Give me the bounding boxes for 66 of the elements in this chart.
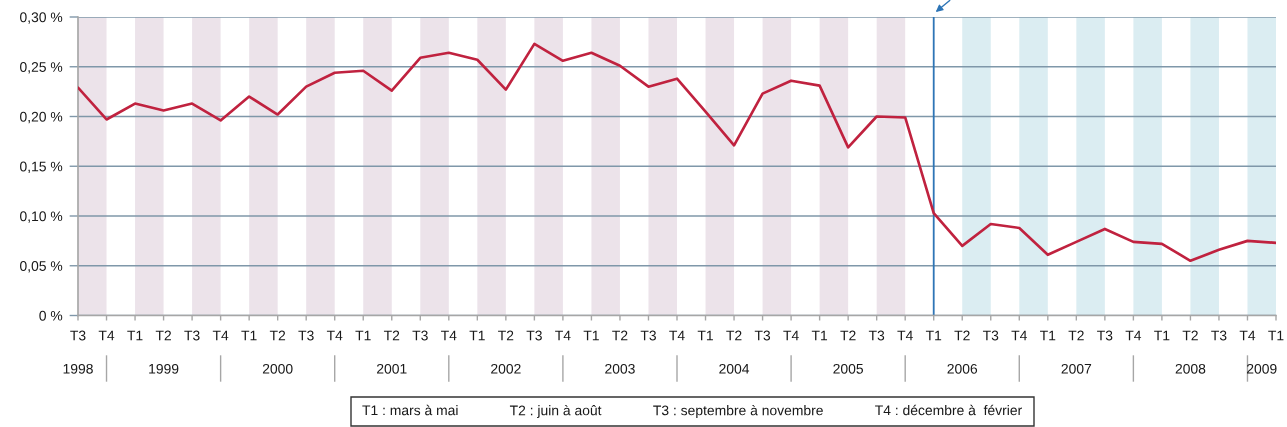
x-tick-label: T2 xyxy=(155,330,171,341)
x-tick-label: T4 xyxy=(783,330,799,341)
x-tick-label: T4 xyxy=(1239,330,1256,341)
x-tick-label: T3 xyxy=(412,330,428,341)
x-tick-label: T2 xyxy=(1182,330,1198,341)
y-tick-label: 0,15 % xyxy=(20,161,63,174)
x-tick-label: T1 xyxy=(241,330,257,341)
x-tick-label: T2 xyxy=(954,330,970,341)
y-tick-label: 0,20 % xyxy=(20,111,63,124)
x-tick-label: T2 xyxy=(726,330,742,341)
x-tick-label: T3 xyxy=(1211,330,1227,341)
x-tick-label: T2 xyxy=(612,330,628,341)
x-tick-label: T1 xyxy=(355,330,371,341)
x-tick-label: T2 xyxy=(840,330,856,341)
y-tick-label: 0,05 % xyxy=(20,261,63,273)
x-tick-label: T2 xyxy=(269,330,286,341)
y-tick-label: 0,30 % xyxy=(20,12,63,24)
x-tick-label: T2 xyxy=(1068,330,1084,341)
x-tick-label: T4 xyxy=(98,330,115,341)
x-tick-label: T1 xyxy=(925,330,942,341)
x-tick-label: T3 xyxy=(526,330,542,341)
x-tick-label: T4 xyxy=(669,330,685,341)
text: T4 : décembre à février xyxy=(875,404,1022,416)
x-tick-label: T3 xyxy=(70,330,86,341)
x-tick-label: T3 xyxy=(640,330,656,341)
x-tick-label: T2 xyxy=(498,330,514,341)
text: 2003 xyxy=(605,363,635,374)
text: 1998 xyxy=(63,363,93,374)
x-tick-label: T3 xyxy=(754,330,771,341)
x-tick-label: T4 xyxy=(897,330,913,341)
x-tick-label: T1 xyxy=(1154,330,1170,341)
y-tick-label: 0,25 % xyxy=(20,62,63,74)
x-tick-label: T1 xyxy=(469,330,485,341)
x-tick-label: T2 xyxy=(383,330,400,341)
x-tick-label: T4 xyxy=(212,330,229,341)
text: 2006 xyxy=(947,363,978,374)
text: T1 : mars à mai xyxy=(362,404,458,416)
text: T2 : juin à août xyxy=(509,404,602,419)
text: 2008 xyxy=(1175,363,1206,374)
x-tick-label: T4 xyxy=(1011,330,1027,341)
x-tick-label: T3 xyxy=(184,330,200,341)
x-tick-label: T1 xyxy=(697,330,713,341)
text: 2005 xyxy=(833,363,864,374)
x-tick-label: T1 xyxy=(127,330,143,341)
y-tick-label: 0 % xyxy=(39,310,63,321)
x-tick-label: T4 xyxy=(441,330,457,341)
x-tick-label: T1 xyxy=(583,330,599,341)
text: 2009 xyxy=(1246,363,1277,374)
x-tick-label: T3 xyxy=(1097,330,1113,341)
x-tick-label: T3 xyxy=(298,330,314,341)
text: 1999 xyxy=(149,363,179,374)
x-tick-label: T1 xyxy=(1268,330,1284,341)
text: 2002 xyxy=(491,363,521,374)
text: 2007 xyxy=(1061,363,1092,374)
text: T3 : septembre à novembre xyxy=(653,404,823,419)
x-tick-label: T1 xyxy=(811,330,828,341)
text: 2001 xyxy=(377,363,407,374)
x-tick-label: T4 xyxy=(1125,330,1142,341)
y-tick-label: 0,10 % xyxy=(20,211,63,223)
x-tick-label: T3 xyxy=(868,330,885,341)
x-tick-label: T4 xyxy=(555,330,571,341)
x-tick-label: T3 xyxy=(982,330,999,341)
text: 2000 xyxy=(262,363,293,374)
text: 2004 xyxy=(719,363,750,374)
x-tick-label: T4 xyxy=(326,330,343,341)
x-tick-label: T1 xyxy=(1040,330,1056,341)
